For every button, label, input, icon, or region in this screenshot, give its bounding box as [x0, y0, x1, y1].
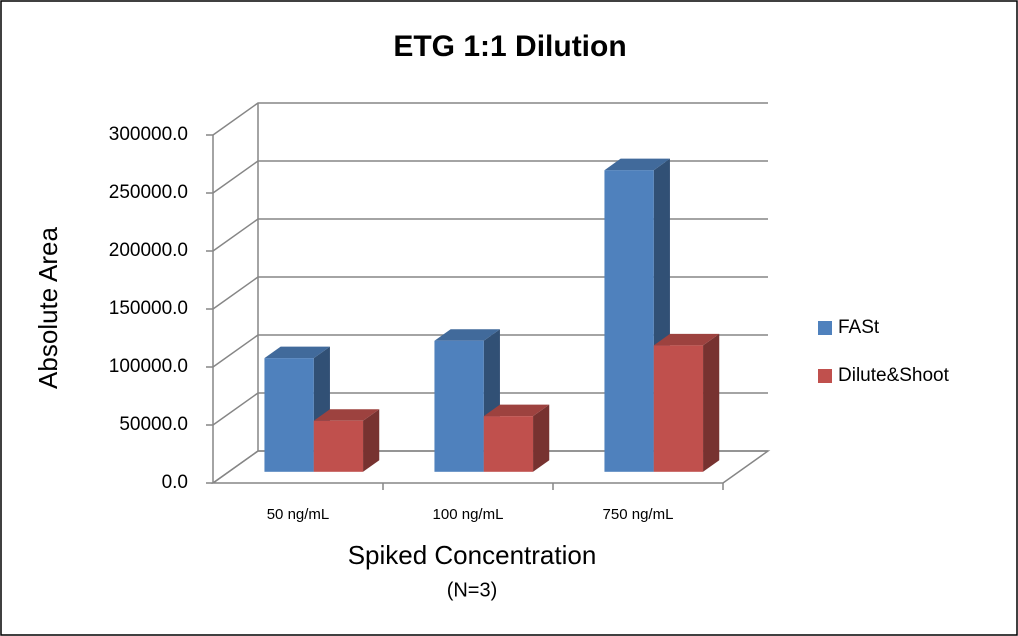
- legend-label: FASt: [838, 317, 880, 338]
- y-tick-label: 300000.0: [109, 124, 188, 145]
- grid-line: [212, 160, 768, 194]
- bar-side: [533, 404, 550, 472]
- x-axis-label: Spiked Concentration: [348, 540, 597, 570]
- bar-front: [483, 416, 534, 472]
- y-tick-label: 200000.0: [109, 240, 188, 261]
- x-tick-label: 100 ng/mL: [433, 506, 504, 523]
- bar-front: [313, 420, 364, 472]
- grid-line: [212, 218, 768, 252]
- x-tick-label: 750 ng/mL: [603, 506, 674, 523]
- y-tick-label: 150000.0: [109, 298, 188, 319]
- bar: [653, 333, 720, 472]
- legend-swatch: [818, 321, 832, 335]
- x-tick-label: 50 ng/mL: [267, 506, 330, 523]
- y-tick-label: 100000.0: [109, 356, 188, 377]
- bar-front: [653, 345, 704, 472]
- bar-top: [653, 333, 720, 346]
- y-tick-label: 0.0: [162, 472, 188, 493]
- bar: [264, 346, 330, 472]
- bar-top: [434, 329, 500, 341]
- bar-side: [363, 409, 380, 472]
- bar-front: [604, 170, 654, 472]
- grid-line: [212, 102, 768, 136]
- bar-front: [264, 358, 314, 472]
- bar-side: [703, 333, 720, 472]
- bar-front: [434, 340, 484, 472]
- bar-top: [604, 158, 670, 171]
- x-axis-sublabel: (N=3): [447, 579, 498, 601]
- chart-title: ETG 1:1 Dilution: [393, 30, 626, 63]
- bar: [604, 158, 670, 472]
- y-tick-label: 50000.0: [119, 414, 188, 435]
- bar-top: [264, 346, 330, 359]
- bar-top: [313, 409, 380, 421]
- grid-line: [212, 392, 768, 426]
- legend-label: Dilute&Shoot: [838, 365, 950, 386]
- grid-line: [212, 334, 768, 368]
- legend-swatch: [818, 369, 832, 383]
- bar: [483, 404, 550, 472]
- y-tick-label: 250000.0: [109, 182, 188, 203]
- bar-top: [483, 404, 550, 417]
- bar: [313, 409, 380, 472]
- y-axis-label: Absolute Area: [33, 227, 63, 389]
- grid-line: [212, 450, 768, 484]
- bar: [434, 329, 500, 472]
- grid-line: [212, 276, 768, 310]
